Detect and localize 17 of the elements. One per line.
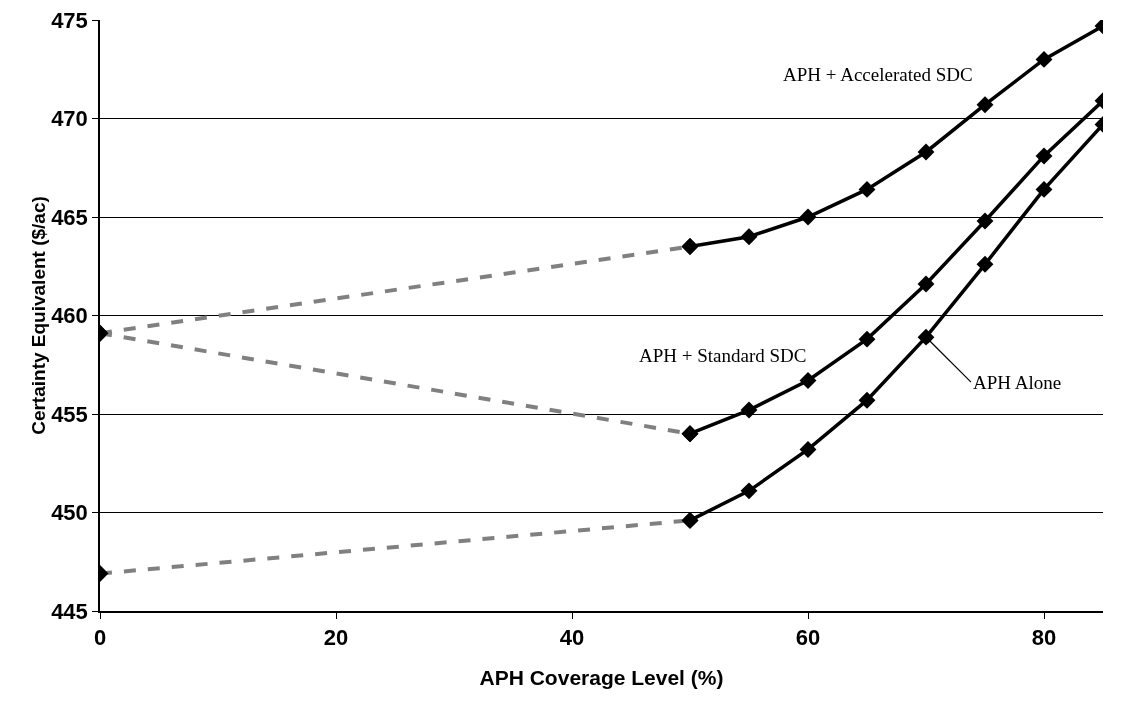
- y-tick-label: 475: [51, 7, 88, 33]
- x-tick-label: 20: [323, 625, 349, 651]
- annotation: APH Alone: [973, 372, 1062, 393]
- y-tick-label: 450: [51, 500, 88, 526]
- x-tick-label: 0: [93, 625, 107, 651]
- x-axis-title: APH Coverage Level (%): [479, 665, 724, 689]
- x-tick-label: 60: [795, 625, 821, 651]
- annotation: APH + Accelerated SDC: [783, 64, 973, 85]
- x-tick-label: 40: [559, 625, 585, 651]
- annotation: APH + Standard SDC: [639, 345, 807, 366]
- y-axis-title: Certainty Equivalent ($/ac): [28, 196, 50, 435]
- y-tick-label: 470: [51, 106, 88, 132]
- y-tick-label: 445: [51, 598, 88, 624]
- x-tick-label: 80: [1031, 625, 1057, 651]
- y-tick-label: 455: [51, 401, 88, 427]
- y-tick-label: 460: [51, 303, 88, 329]
- y-tick-label: 465: [51, 204, 88, 230]
